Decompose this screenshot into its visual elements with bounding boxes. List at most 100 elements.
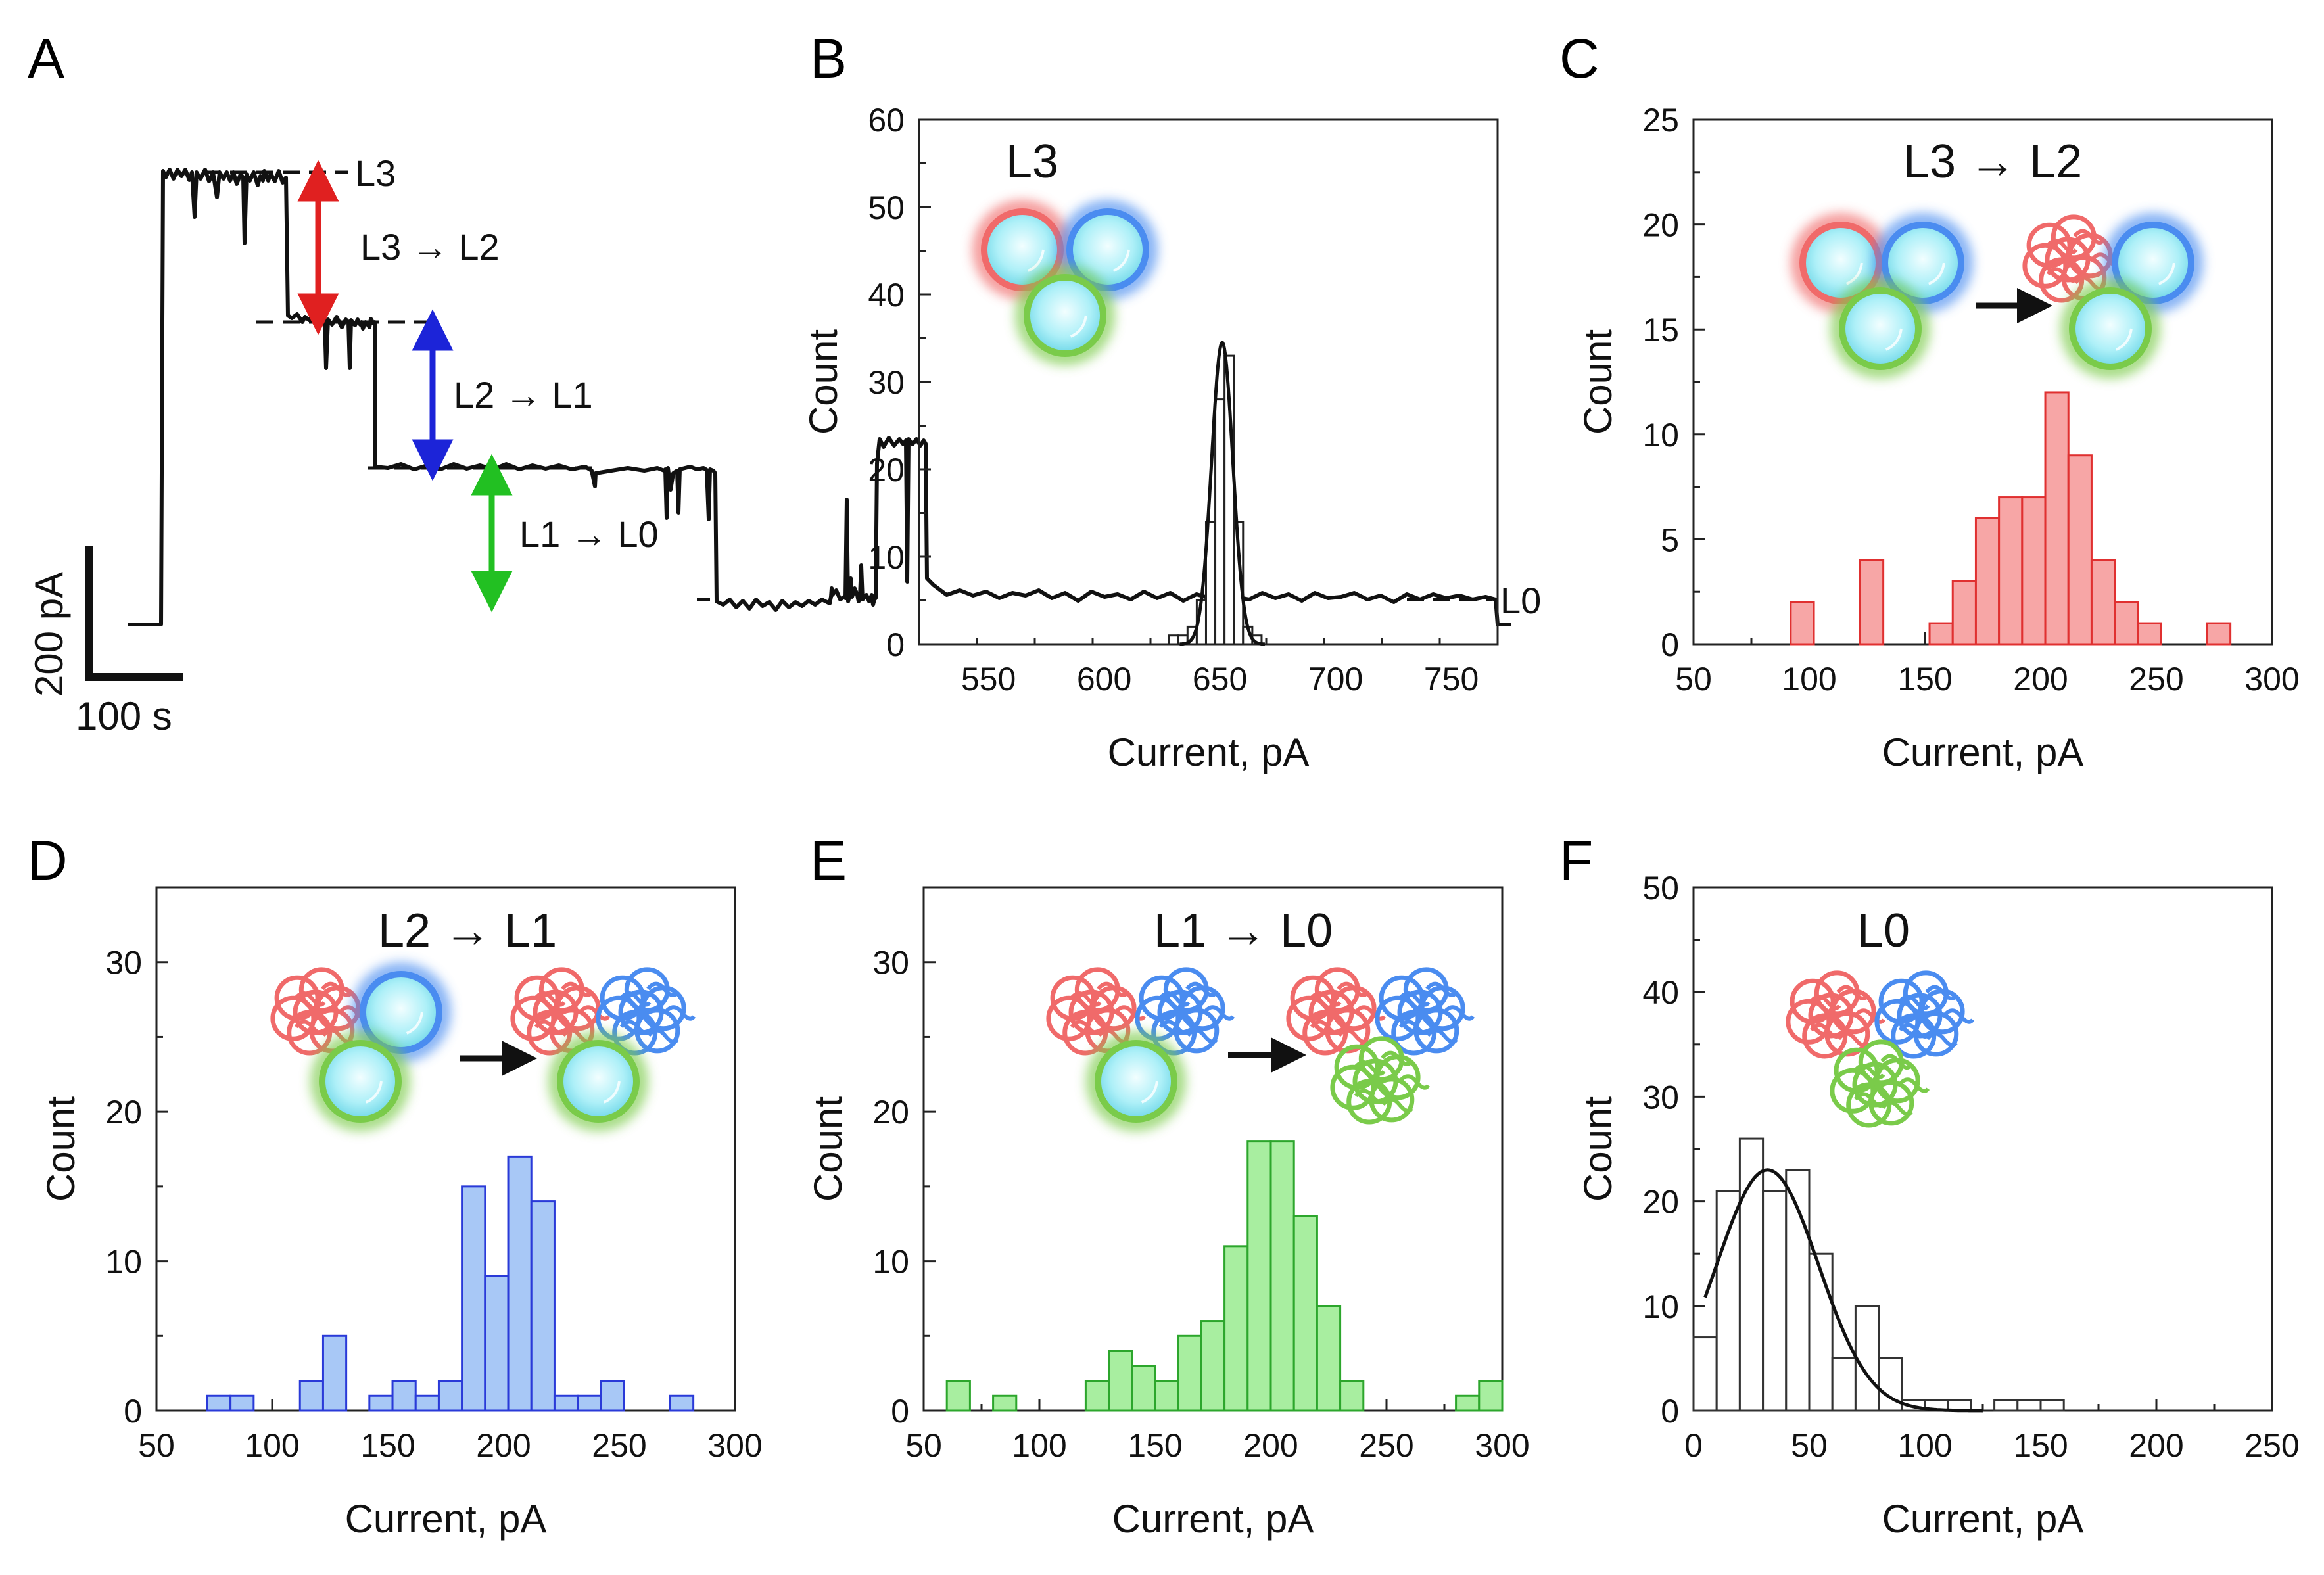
x-tick-label-b: 600 <box>1077 661 1131 697</box>
histogram-bar <box>530 1200 556 1412</box>
protein-lobe <box>1874 999 1920 1045</box>
transition-label-l2-l1: L2 → L1 <box>454 374 593 415</box>
x-tick-label-d: 250 <box>592 1427 646 1464</box>
protein-lobe <box>1846 1082 1892 1128</box>
protein-strand <box>1398 1074 1431 1090</box>
unfolded-protein-icon <box>1330 1036 1431 1125</box>
protein-lobe <box>1802 1013 1848 1059</box>
y-tick-label-f: 50 <box>1642 870 1679 906</box>
protein-strand <box>1897 1077 1930 1093</box>
transition-label-l1-l0: L1 → L0 <box>519 513 659 555</box>
histogram-bar <box>1878 1357 1903 1412</box>
bead-highlight <box>603 1081 621 1104</box>
bead-icon <box>360 971 442 1054</box>
panel-label-f: F <box>1559 830 1593 891</box>
y-tick-label-d: 10 <box>105 1244 142 1281</box>
histogram-bar <box>2206 622 2232 646</box>
protein-strand <box>1442 1005 1475 1021</box>
histogram-bar <box>2090 559 2116 646</box>
protein-strand <box>2046 239 2078 254</box>
histogram-c: 50 100 150 200 250 300 0 5 10 15 20 25 Current, pA Co… <box>1576 102 2300 774</box>
protein-strand <box>1398 991 1431 1007</box>
histogram-bar <box>553 1394 579 1412</box>
x-tick-label-f: 50 <box>1791 1427 1828 1464</box>
protein-lobe <box>1302 1010 1348 1056</box>
protein-lobe <box>1391 1010 1437 1056</box>
y-tick-label-c: 0 <box>1661 626 1679 663</box>
histogram-bar <box>298 1380 324 1412</box>
histogram-bar <box>461 1185 486 1412</box>
protein-lobe <box>1830 1068 1876 1114</box>
histogram-bar <box>1993 1399 2019 1412</box>
panel-label-e: E <box>810 830 847 891</box>
y-tick-label-b: 40 <box>868 277 905 314</box>
y-tick-label-d: 20 <box>105 1094 142 1131</box>
protein-strand <box>1381 1050 1413 1066</box>
protein-strand <box>534 1020 567 1035</box>
histogram-bar <box>600 1380 625 1412</box>
protein-illustrations <box>270 200 2202 1131</box>
y-axis-label-c: Count <box>1576 329 1620 435</box>
y-tick-label-c: 15 <box>1642 312 1679 348</box>
y-axis-label-e: Count <box>806 1096 850 1202</box>
y-tick-label-e: 30 <box>872 945 909 981</box>
histogram-bar <box>1928 622 1954 646</box>
bead-icon <box>1024 274 1106 357</box>
unfolded-protein-icon <box>1375 967 1475 1056</box>
bead-highlight <box>1027 249 1045 272</box>
y-tick-label-b: 60 <box>868 102 905 139</box>
protein-strand <box>1898 1023 1931 1039</box>
protein-strand <box>1809 995 1841 1010</box>
protein-lobe <box>1286 995 1332 1041</box>
bead-icon <box>1882 222 1964 304</box>
protein-strand <box>1809 1023 1842 1039</box>
y-tick-label-d: 0 <box>124 1393 142 1430</box>
protein-lobe <box>1330 1064 1376 1110</box>
x-tick-label-d: 100 <box>245 1427 299 1464</box>
x-tick-label-c: 250 <box>2129 661 2183 697</box>
gaussian-fit-curve <box>1703 1168 1983 1413</box>
histogram-bar <box>992 1394 1018 1412</box>
histogram-bar <box>484 1275 510 1412</box>
protein-lobe <box>527 1010 573 1056</box>
protein-strand <box>294 991 326 1007</box>
bead-highlight <box>1112 249 1130 272</box>
histogram-bar <box>1998 496 2024 646</box>
protein-strand <box>1202 1005 1235 1021</box>
x-tick-label-f: 250 <box>2244 1427 2299 1464</box>
histogram-bar <box>1974 517 2001 646</box>
protein-lobe <box>1346 1079 1392 1125</box>
histogram-bar <box>2067 454 2093 646</box>
protein-strand <box>1425 981 1458 997</box>
panel-a-trace: L3 L0 L3 → L2 L2 → L1 L1 → L0 200 pA 100… <box>27 153 1541 738</box>
protein-strand <box>1354 1005 1387 1021</box>
chart-title-d: L2 → L1 <box>378 905 557 957</box>
y-tick-label-e: 10 <box>872 1244 909 1281</box>
x-axis-label-f: Current, pA <box>1882 1497 2084 1541</box>
x-tick-label-b: 650 <box>1193 661 1247 697</box>
unfolded-protein-icon <box>1874 970 1975 1059</box>
protein-strand <box>1185 981 1218 997</box>
bead-glow <box>311 1032 410 1131</box>
histogram-f: 0 50 100 150 200 250 0 10 20 30 40 50 Current, pA Cou… <box>1576 870 2300 1541</box>
protein-strand <box>1853 1008 1886 1024</box>
protein-strand <box>1097 981 1129 997</box>
protein-strand <box>1926 1031 1958 1047</box>
protein-strand <box>1337 1028 1369 1044</box>
protein-strand <box>663 1005 696 1021</box>
bead-icon <box>2069 287 2152 370</box>
histogram-bar <box>1478 1380 1504 1412</box>
panel-label-a: A <box>28 28 64 89</box>
bead-icon <box>2112 222 2194 304</box>
x-tick-label-c: 150 <box>1897 661 1952 697</box>
x-tick-label-c: 300 <box>2244 661 2299 697</box>
bead-highlight <box>2115 328 2133 351</box>
chart-title-f: L0 <box>1857 905 1910 957</box>
panel-label-d: D <box>28 830 68 891</box>
protein-strand <box>1836 985 1868 1000</box>
protein-strand <box>561 981 593 997</box>
histogram-bar <box>1790 601 1815 646</box>
histogram-bar <box>1214 398 1226 646</box>
protein-strand <box>1186 1028 1218 1044</box>
histogram-bar <box>945 1380 971 1412</box>
